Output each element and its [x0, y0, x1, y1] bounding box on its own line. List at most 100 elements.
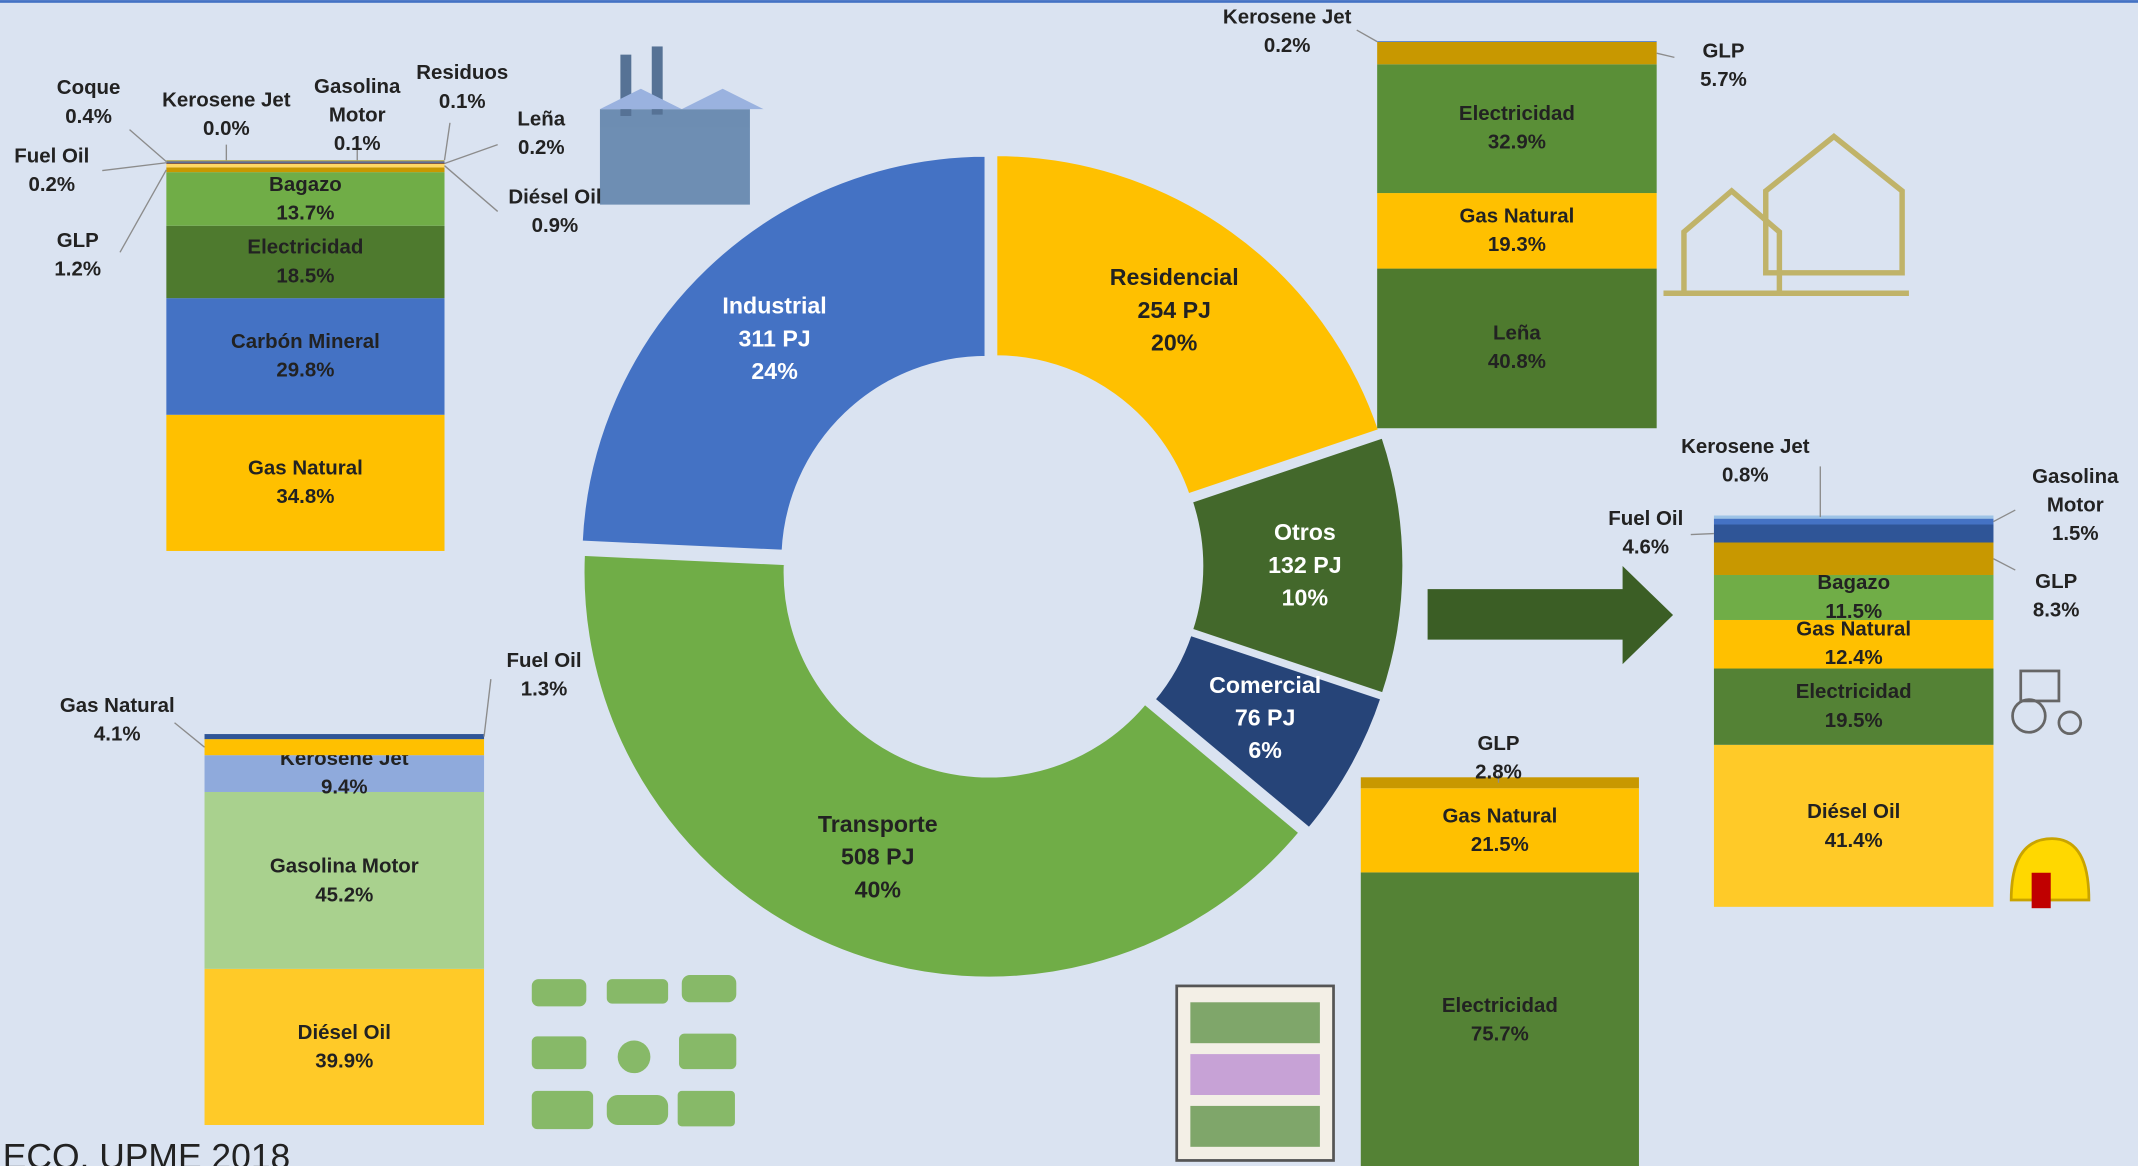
segment-label-box: Gasolina Motor45.2% [211, 819, 477, 942]
label-line: 41.4% [1825, 826, 1883, 855]
label-line: Residencial [1110, 262, 1239, 295]
label-line: 2.8% [1475, 758, 1522, 787]
label-line: 0.9% [532, 211, 579, 240]
label-line: GLP [1702, 37, 1744, 66]
label-line: Kerosene Jet [162, 86, 290, 115]
label-line: Coque [57, 74, 121, 103]
houses-icon [1663, 136, 1908, 293]
label-line: 21.5% [1471, 830, 1529, 859]
label-line: Industrial [722, 290, 826, 323]
label-line: 132 PJ [1268, 549, 1341, 582]
label-line: Fuel Oil [507, 646, 582, 675]
label-line: Comercial [1209, 670, 1321, 703]
label-line: 75.7% [1471, 1020, 1529, 1049]
label-line: Electricidad [1459, 100, 1575, 129]
label-line: 1.2% [54, 255, 101, 284]
top-border [0, 0, 2138, 3]
segment-label-box: Kerosene Jet0.8% [1674, 400, 1816, 523]
label-line: 10% [1282, 582, 1328, 615]
label-line: 11.5% [1825, 597, 1882, 626]
label-line: 0.8% [1722, 461, 1769, 490]
segment-label: Fuel Oil1.3% [473, 614, 615, 737]
bar-segment [1714, 543, 1994, 575]
label-line: 40.8% [1488, 348, 1546, 377]
label-line: Transporte [818, 809, 938, 842]
label-line: Gasolina Motor [270, 852, 419, 881]
segment-label: Kerosene Jet0.2% [1216, 0, 1358, 93]
label-line: Gasolina Motor [2004, 462, 2138, 519]
segment-label: Kerosene Jet0.0% [155, 53, 297, 176]
segment-label-box: Electricidad32.9% [1384, 67, 1650, 190]
label-line: 29.8% [276, 356, 334, 385]
bar-segment [1377, 42, 1657, 64]
label-line: 4.6% [1622, 533, 1669, 562]
label-line: 40% [855, 875, 901, 908]
segment-label: Coque0.4% [18, 41, 160, 164]
label-line: 4.1% [94, 720, 141, 749]
label-line: 45.2% [315, 880, 373, 909]
label-line: 0.1% [439, 87, 486, 116]
segment-label: Gasolina Motor45.2% [211, 819, 477, 942]
label-line: Carbón Mineral [231, 328, 380, 357]
infographic: ECO, UPME 2018 Residencial254 PJ20% Otros… [0, 0, 2138, 1166]
label-line: Residuos [416, 59, 508, 88]
label-line: 6% [1248, 735, 1282, 768]
helmet-icon [2011, 839, 2089, 909]
bar-segment [1714, 525, 1994, 543]
tractor-icon [2013, 671, 2081, 734]
bar-segment [205, 734, 485, 739]
label-line: Fuel Oil [1608, 505, 1683, 534]
label-line: Kerosene Jet [1681, 432, 1809, 461]
label-line: Kerosene Jet [1223, 3, 1351, 32]
segment-label: Diésel Oil39.9% [211, 986, 477, 1109]
label-line: 34.8% [276, 483, 334, 512]
label-line: 18.5% [276, 262, 334, 291]
label-line: 0.2% [28, 171, 75, 200]
label-line: Gas Natural [1459, 202, 1574, 231]
label-line: 39.9% [315, 1047, 373, 1076]
label-line: 13.7% [276, 199, 334, 228]
label-line: GLP [1477, 730, 1519, 759]
vehicles-icon [532, 975, 737, 1129]
segment-label-box: Fuel Oil1.3% [473, 614, 615, 737]
source: ECO, UPME 2018 [3, 1136, 291, 1166]
label-line: 76 PJ [1235, 702, 1296, 735]
segment-label-box: Residuos0.1% [391, 26, 533, 149]
label-line: 19.5% [1825, 707, 1883, 736]
label-line: Diésel Oil [298, 1018, 391, 1047]
label-line: 32.9% [1488, 129, 1546, 158]
label-line: 0.1% [334, 129, 381, 158]
label-line: Otros [1274, 516, 1336, 549]
label-line: 20% [1151, 328, 1197, 361]
label-line: Leña [1493, 320, 1541, 349]
label-line: 254 PJ [1137, 295, 1210, 328]
label-line: Gas Natural [248, 454, 363, 483]
label-line: 5.7% [1700, 66, 1747, 95]
label-line: 0.2% [1264, 31, 1311, 60]
label-line: 19.3% [1488, 231, 1546, 260]
label-line: Diésel Oil [1807, 797, 1900, 826]
slice-label-box: Transporte508 PJ40% [776, 797, 981, 920]
